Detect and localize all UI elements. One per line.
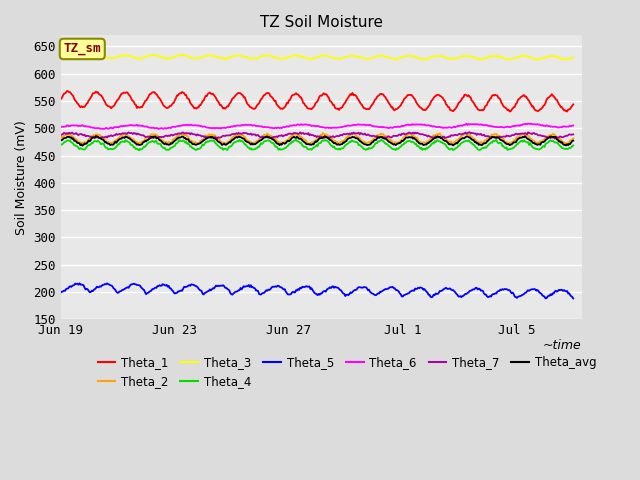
- Theta_2: [319, 130, 326, 136]
- Theta_7: [478, 132, 486, 138]
- Y-axis label: Soil Moisture (mV): Soil Moisture (mV): [15, 120, 28, 235]
- X-axis label: ~time: ~time: [543, 339, 582, 352]
- Theta_4: [337, 147, 344, 153]
- Theta_7: [334, 133, 342, 139]
- Theta_avg: [479, 141, 487, 147]
- Theta_6: [524, 120, 532, 126]
- Theta_2: [570, 135, 577, 141]
- Theta_6: [57, 124, 65, 130]
- Line: Theta_1: Theta_1: [61, 91, 573, 111]
- Theta_avg: [57, 137, 65, 143]
- Theta_2: [479, 140, 487, 145]
- Theta_avg: [559, 141, 567, 147]
- Legend: Theta_1, Theta_2, Theta_3, Theta_4, Theta_5, Theta_6, Theta_7, Theta_avg: Theta_1, Theta_2, Theta_3, Theta_4, Thet…: [93, 352, 602, 393]
- Theta_6: [301, 121, 309, 127]
- Theta_7: [570, 132, 577, 137]
- Line: Theta_avg: Theta_avg: [61, 136, 573, 146]
- Theta_1: [570, 101, 577, 107]
- Theta_6: [478, 122, 486, 128]
- Theta_1: [305, 106, 312, 111]
- Theta_3: [93, 52, 100, 58]
- Theta_avg: [364, 142, 372, 148]
- Theta_4: [57, 142, 65, 147]
- Theta_1: [63, 88, 71, 94]
- Theta_4: [364, 146, 372, 152]
- Theta_5: [558, 287, 566, 293]
- Theta_avg: [79, 143, 86, 149]
- Theta_2: [134, 141, 141, 147]
- Line: Theta_4: Theta_4: [61, 140, 573, 150]
- Theta_3: [570, 55, 577, 60]
- Theta_5: [103, 280, 111, 286]
- Theta_avg: [570, 138, 577, 144]
- Theta_3: [301, 55, 309, 61]
- Theta_2: [301, 137, 309, 143]
- Theta_6: [155, 126, 163, 132]
- Theta_6: [305, 122, 312, 128]
- Theta_5: [301, 284, 309, 289]
- Theta_1: [563, 108, 571, 114]
- Theta_2: [559, 139, 567, 145]
- Theta_3: [559, 56, 567, 61]
- Line: Theta_6: Theta_6: [61, 123, 573, 129]
- Theta_1: [478, 107, 486, 113]
- Theta_1: [363, 106, 371, 112]
- Theta_4: [570, 143, 577, 148]
- Theta_4: [559, 145, 567, 151]
- Theta_7: [57, 132, 65, 138]
- Theta_2: [364, 140, 372, 146]
- Theta_4: [135, 147, 143, 153]
- Theta_7: [362, 132, 370, 138]
- Theta_5: [57, 289, 65, 295]
- Theta_avg: [337, 142, 344, 147]
- Theta_7: [559, 134, 567, 140]
- Theta_7: [466, 129, 474, 135]
- Theta_3: [57, 53, 65, 59]
- Theta_7: [551, 136, 559, 142]
- Theta_3: [479, 56, 487, 62]
- Theta_3: [335, 56, 343, 61]
- Text: TZ_sm: TZ_sm: [63, 42, 101, 55]
- Theta_1: [558, 104, 566, 110]
- Theta_7: [300, 131, 308, 137]
- Theta_7: [303, 131, 311, 137]
- Theta_5: [570, 296, 577, 301]
- Theta_5: [335, 286, 343, 292]
- Theta_3: [422, 57, 429, 62]
- Theta_avg: [305, 142, 313, 147]
- Theta_6: [335, 125, 343, 131]
- Line: Theta_3: Theta_3: [61, 55, 573, 60]
- Line: Theta_7: Theta_7: [61, 132, 573, 139]
- Theta_4: [292, 137, 300, 143]
- Theta_6: [570, 122, 577, 128]
- Theta_6: [363, 122, 371, 128]
- Theta_5: [478, 288, 486, 293]
- Theta_1: [335, 107, 343, 113]
- Theta_2: [337, 139, 344, 145]
- Theta_5: [363, 285, 371, 291]
- Title: TZ Soil Moisture: TZ Soil Moisture: [260, 15, 383, 30]
- Theta_3: [305, 56, 312, 61]
- Theta_avg: [303, 141, 310, 147]
- Line: Theta_2: Theta_2: [61, 133, 573, 144]
- Theta_2: [305, 141, 312, 146]
- Theta_4: [305, 146, 313, 152]
- Theta_1: [57, 96, 65, 102]
- Theta_4: [303, 144, 310, 150]
- Theta_5: [305, 284, 312, 289]
- Theta_2: [57, 135, 65, 141]
- Theta_6: [559, 123, 567, 129]
- Theta_4: [479, 145, 487, 151]
- Theta_1: [301, 103, 309, 108]
- Line: Theta_5: Theta_5: [61, 283, 573, 299]
- Theta_avg: [92, 133, 100, 139]
- Theta_3: [363, 56, 371, 62]
